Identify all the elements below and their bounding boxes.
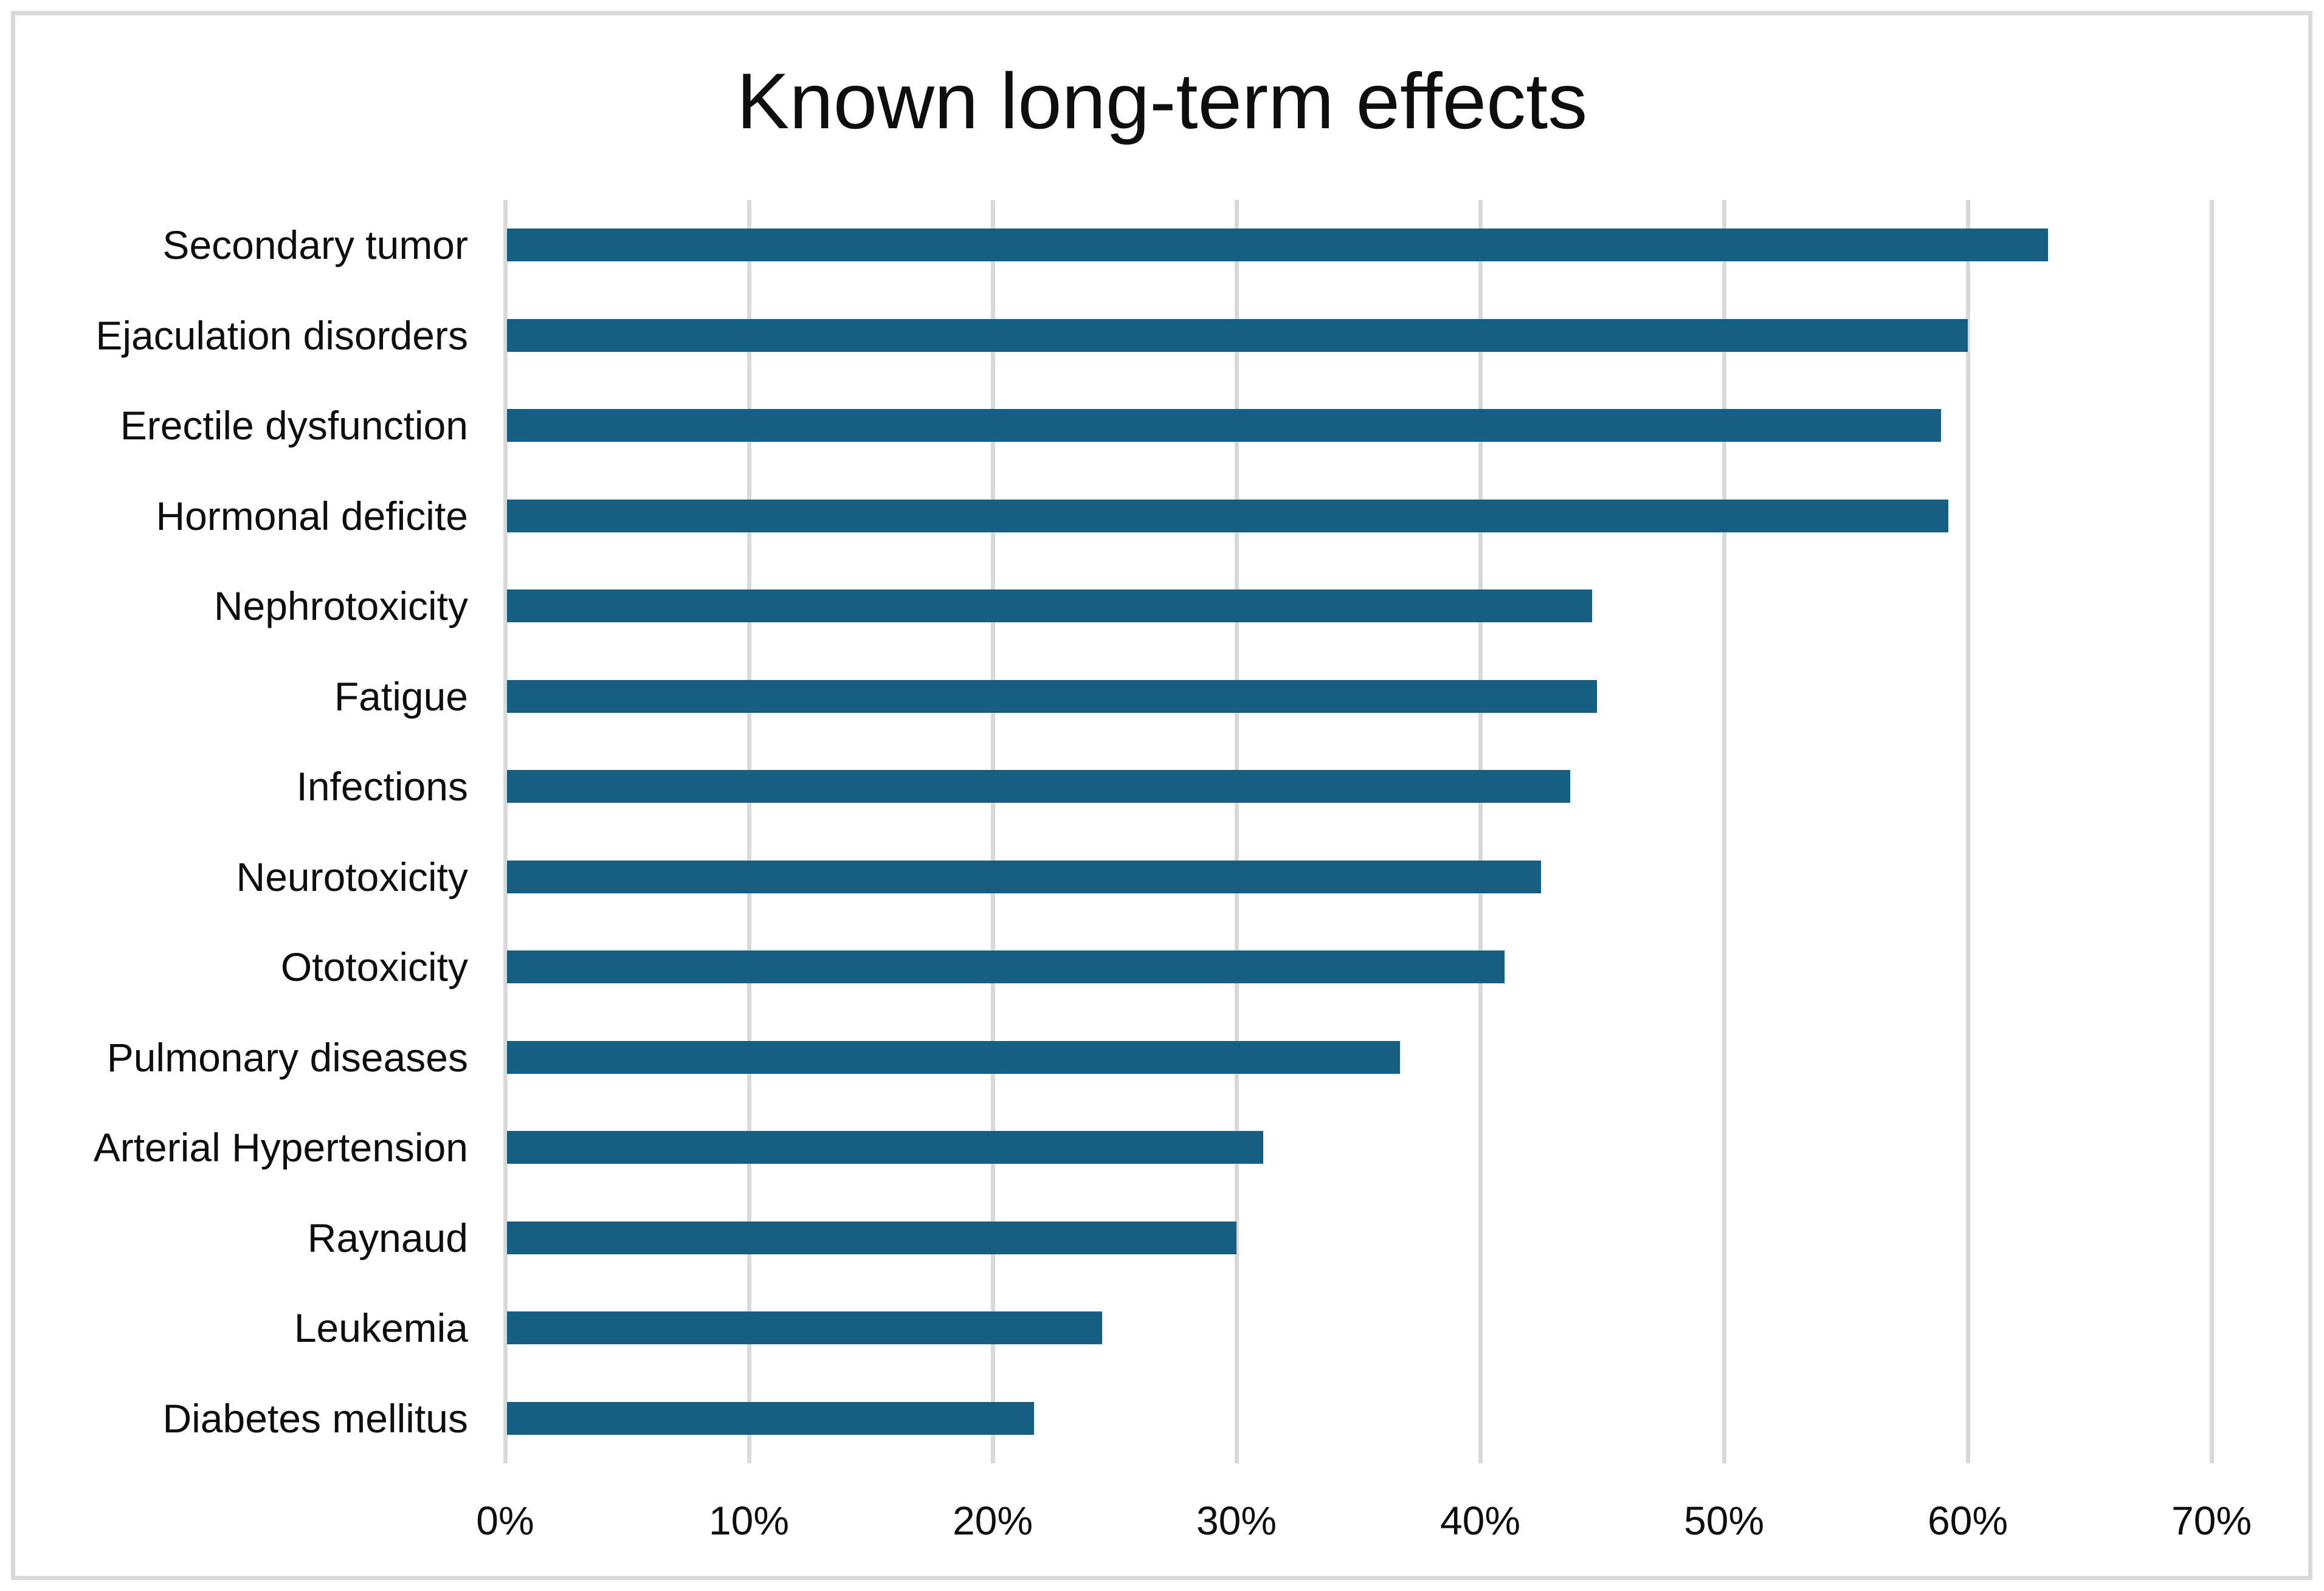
x-tick-label: 30% [1196, 1498, 1277, 1543]
x-tick-label: 0% [476, 1498, 534, 1543]
bar-pulmonary-diseases [507, 1040, 1400, 1074]
x-tick-label: 70% [2171, 1498, 2252, 1543]
x-tick-label: 60% [1927, 1498, 2009, 1543]
x-tick-label: 40% [1440, 1498, 1521, 1543]
x-tick-label: 20% [952, 1498, 1033, 1543]
bar-secondary-tumor [507, 229, 2049, 262]
gridline-40% [1478, 200, 1483, 1463]
category-label: Arterial Hypertension [93, 1125, 468, 1170]
bar-raynaud [507, 1221, 1236, 1254]
bar-leukemia [507, 1311, 1103, 1345]
category-label: Ototoxicity [280, 944, 468, 990]
bar-hormonal-deficite [507, 499, 1948, 532]
gridline-10% [747, 200, 751, 1463]
category-label: Secondary tumor [162, 222, 468, 268]
category-label: Neurotoxicity [236, 854, 468, 899]
gridline-60% [1965, 200, 1970, 1463]
bar-fatigue [507, 679, 1598, 713]
x-tick-label: 50% [1683, 1498, 1765, 1543]
gridline-50% [1722, 200, 1726, 1463]
chart-title: Known long-term effects [736, 57, 1588, 145]
category-label: Ejaculation disorders [95, 312, 468, 358]
x-tick-label: 10% [708, 1498, 790, 1543]
category-label: Infections [296, 764, 469, 809]
bar-diabetes-mellitus [507, 1401, 1035, 1435]
bar-infections [507, 770, 1571, 803]
category-label: Nephrotoxicity [213, 583, 468, 629]
gridline-20% [990, 200, 995, 1463]
bar-ototoxicity [507, 950, 1505, 984]
bar-nephrotoxicity [507, 589, 1593, 623]
category-label: Raynaud [307, 1215, 468, 1260]
gridline-30% [1234, 200, 1239, 1463]
category-label: Pulmonary diseases [106, 1034, 468, 1080]
bar-erectile-dysfunction [507, 409, 1941, 442]
bar-neurotoxicity [507, 860, 1542, 893]
gridline-70% [2209, 200, 2214, 1463]
category-label: Fatigue [334, 673, 468, 719]
category-label: Hormonal deficite [156, 493, 468, 538]
bar-ejaculation-disorders [507, 318, 1968, 352]
chart-border [11, 11, 2312, 1580]
category-label: Diabetes mellitus [162, 1395, 468, 1441]
bar-arterial-hypertension [507, 1131, 1264, 1164]
category-label: Erectile dysfunction [120, 403, 468, 448]
gridline-0% [503, 200, 508, 1463]
category-label: Leukemia [294, 1305, 468, 1351]
